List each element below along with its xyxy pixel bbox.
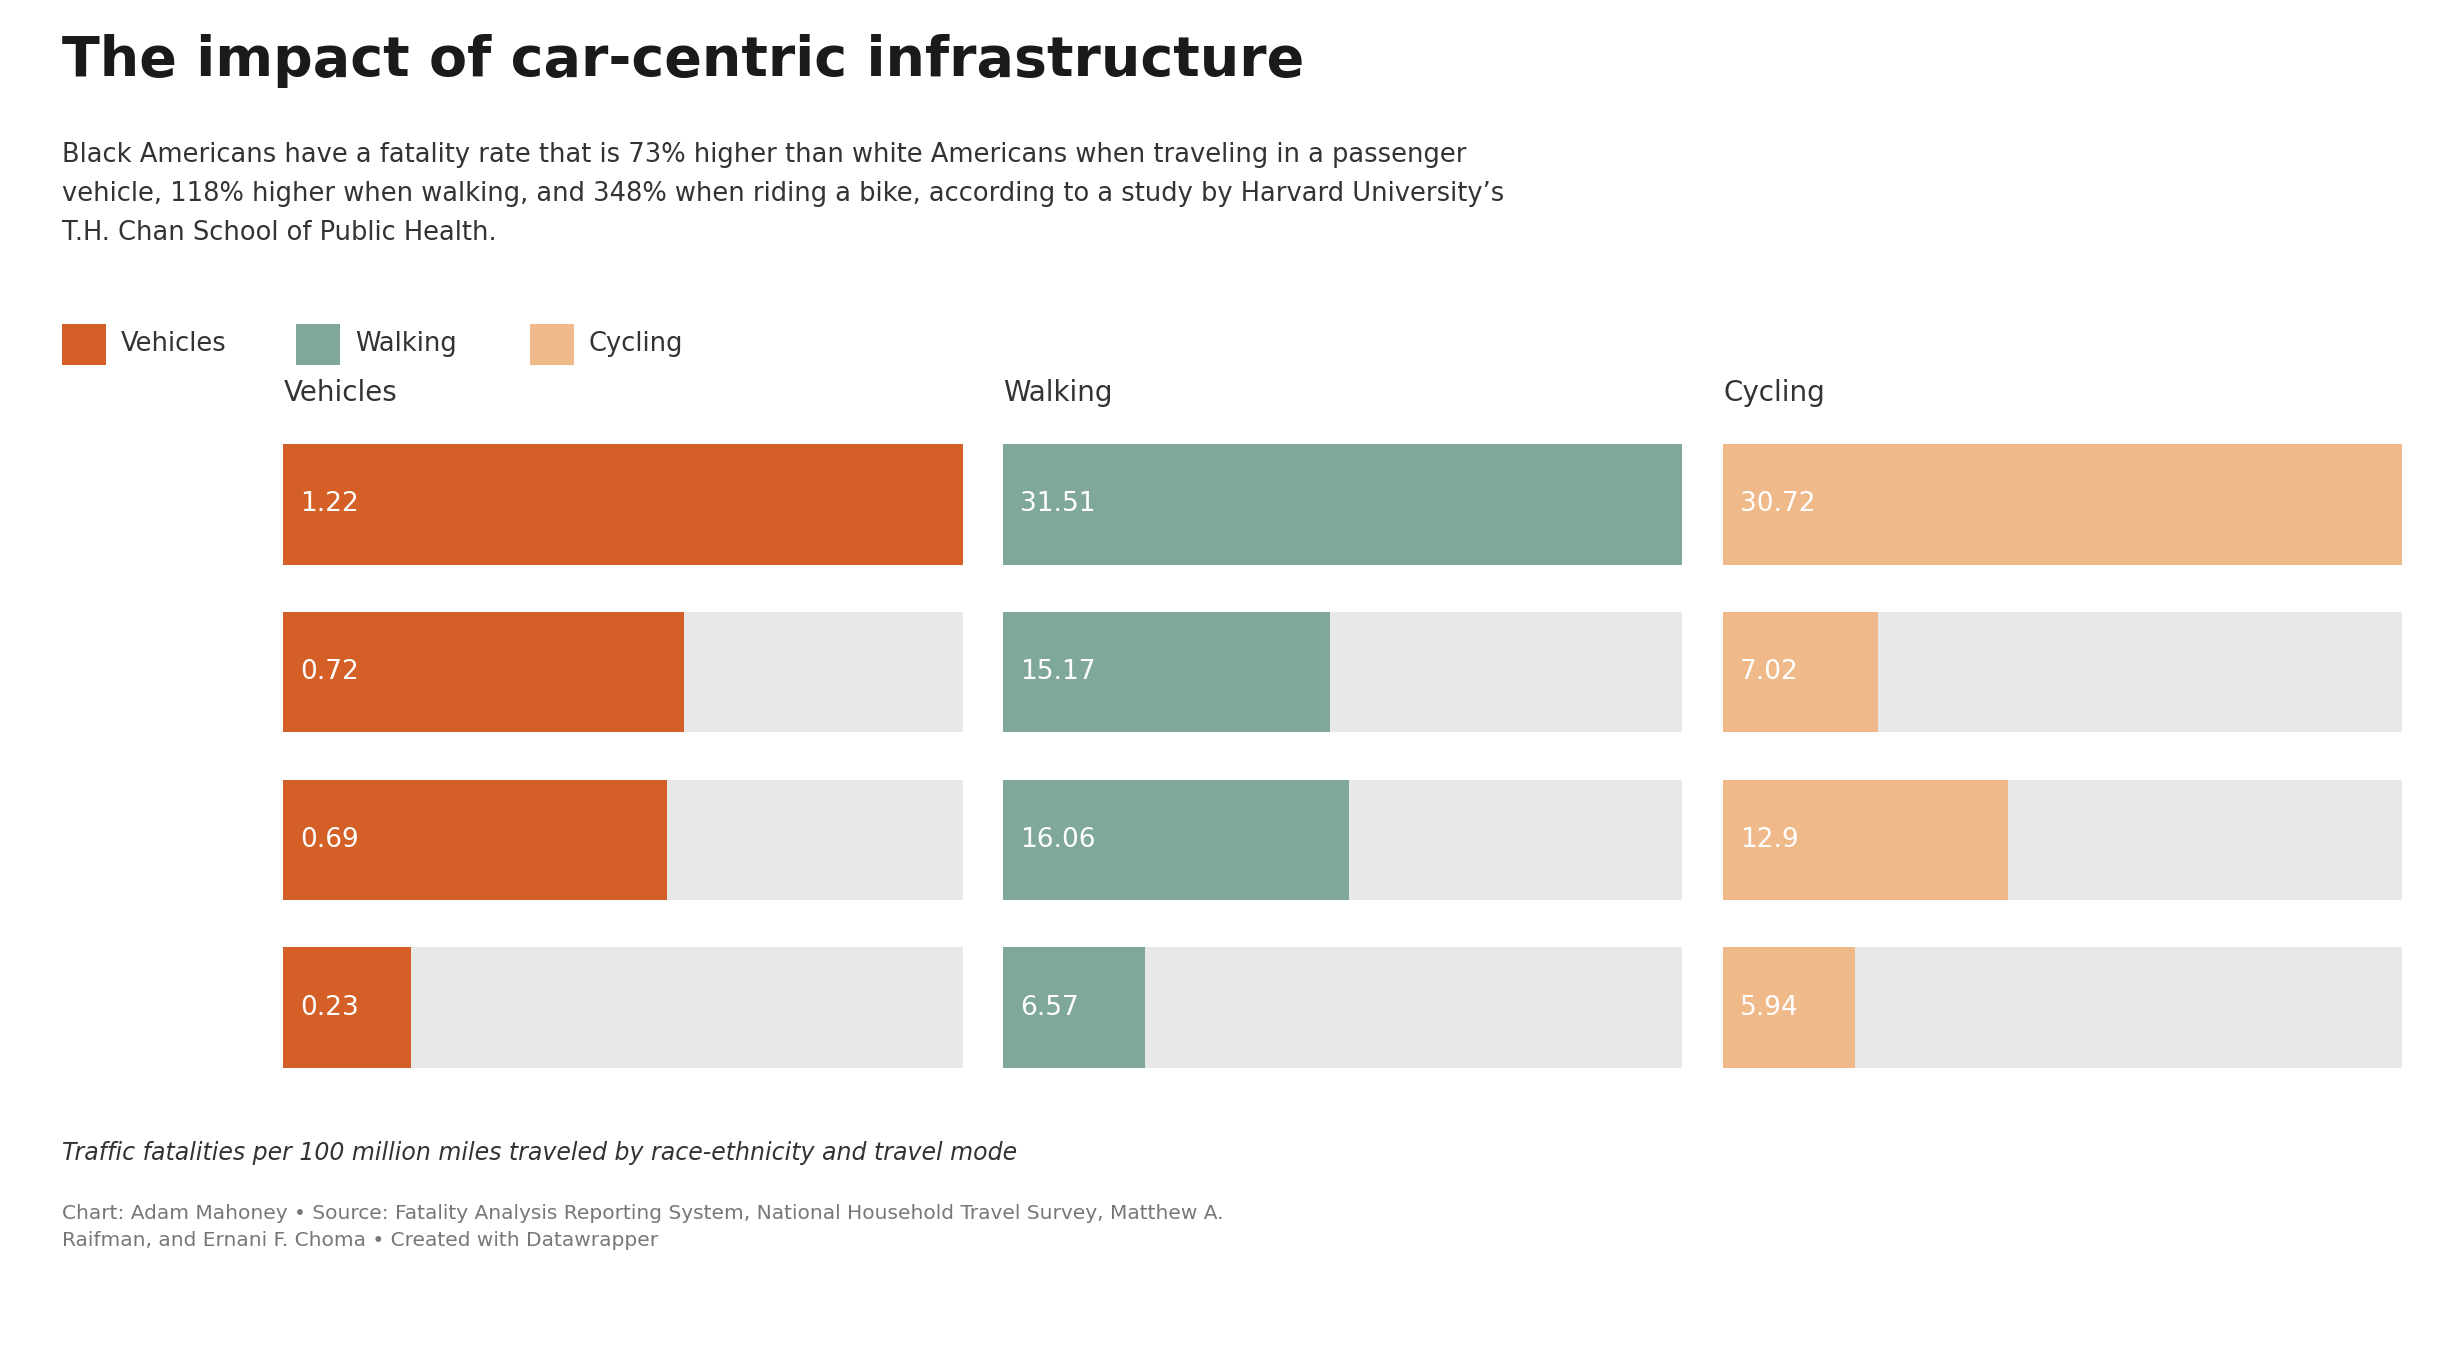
Bar	[1003, 779, 1350, 900]
Text: Traffic fatalities per 100 million miles traveled by race-ethnicity and travel m: Traffic fatalities per 100 million miles…	[62, 1141, 1018, 1165]
Bar	[1722, 612, 2402, 733]
Bar	[283, 444, 963, 564]
Bar	[1722, 444, 2402, 564]
Bar	[1003, 612, 1331, 733]
Bar	[283, 779, 668, 900]
Bar	[283, 612, 685, 733]
Text: 16.06: 16.06	[1020, 828, 1096, 853]
Text: 5.94: 5.94	[1740, 995, 1799, 1021]
Bar	[1003, 444, 1683, 564]
Text: 0.69: 0.69	[301, 828, 360, 853]
Bar	[1722, 948, 2402, 1068]
Bar	[1003, 948, 1146, 1068]
Bar	[283, 779, 963, 900]
Bar	[1722, 612, 1878, 733]
Text: 6.57: 6.57	[1020, 995, 1079, 1021]
Text: Black Americans have a fatality rate that is 73% higher than white Americans whe: Black Americans have a fatality rate tha…	[62, 142, 1503, 246]
Bar	[1003, 444, 1683, 564]
Text: 0.23: 0.23	[301, 995, 360, 1021]
Text: 15.17: 15.17	[1020, 659, 1096, 684]
Bar	[1003, 612, 1683, 733]
Bar	[1722, 779, 2008, 900]
Text: 12.9: 12.9	[1740, 828, 1799, 853]
Bar	[283, 948, 411, 1068]
Bar	[1722, 444, 2402, 564]
Text: 7.02: 7.02	[1740, 659, 1799, 684]
Text: Walking: Walking	[1003, 378, 1114, 406]
Bar	[283, 444, 963, 564]
Text: Walking: Walking	[355, 331, 456, 358]
Text: 31.51: 31.51	[1020, 491, 1096, 517]
Text: The impact of car-centric infrastructure: The impact of car-centric infrastructure	[62, 34, 1303, 88]
Text: 30.72: 30.72	[1740, 491, 1816, 517]
Text: Cycling: Cycling	[1722, 378, 1826, 406]
Text: Vehicles: Vehicles	[283, 378, 397, 406]
Text: 0.72: 0.72	[301, 659, 360, 684]
Bar	[283, 612, 963, 733]
Text: Chart: Adam Mahoney • Source: Fatality Analysis Reporting System, National House: Chart: Adam Mahoney • Source: Fatality A…	[62, 1204, 1222, 1250]
Bar	[1003, 948, 1683, 1068]
Text: Vehicles: Vehicles	[121, 331, 227, 358]
Bar	[1722, 948, 1855, 1068]
Text: Cycling: Cycling	[589, 331, 683, 358]
Text: 1.22: 1.22	[301, 491, 360, 517]
Bar	[1003, 779, 1683, 900]
Bar	[283, 948, 963, 1068]
Bar	[1722, 779, 2402, 900]
